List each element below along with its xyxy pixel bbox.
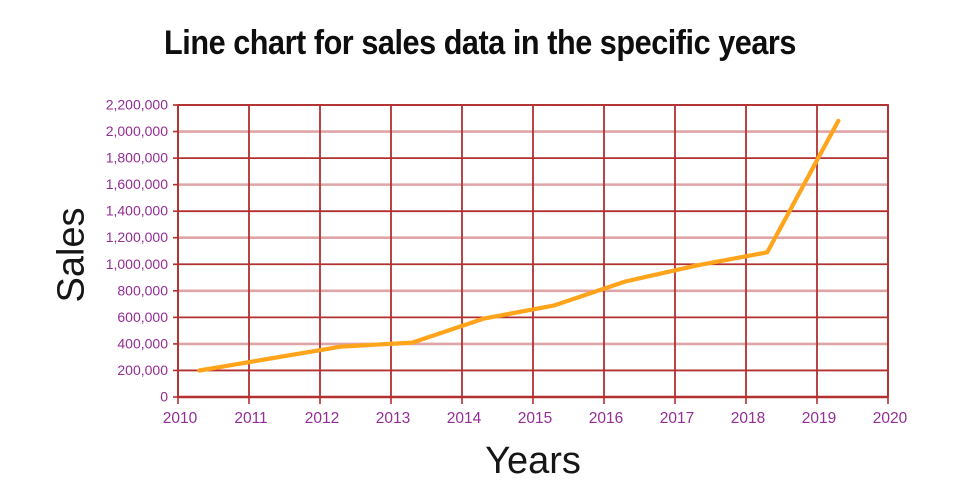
x-axis-title: Years xyxy=(485,440,581,482)
x-tick-label: 2019 xyxy=(802,410,836,427)
y-tick-label: 1,400,000 xyxy=(106,203,168,219)
y-tick-label: 200,000 xyxy=(117,362,168,378)
y-tick-label: 400,000 xyxy=(117,335,168,351)
x-tick-label: 2014 xyxy=(447,410,482,427)
x-tick-label: 2010 xyxy=(163,410,198,427)
x-tick-label: 2016 xyxy=(589,410,623,427)
x-tick-label: 2017 xyxy=(660,410,694,427)
x-tick-label: 2011 xyxy=(234,410,267,427)
y-tick-label: 2,200,000 xyxy=(106,97,168,113)
x-tick-label: 2015 xyxy=(518,410,552,427)
y-tick-label: 1,200,000 xyxy=(106,229,168,245)
y-tick-label: 0 xyxy=(160,389,168,405)
chart-title: Line chart for sales data in the specifi… xyxy=(164,24,796,62)
y-tick-label: 1,000,000 xyxy=(106,256,168,272)
sales-line xyxy=(197,118,841,373)
y-tick-label: 1,800,000 xyxy=(106,150,168,166)
x-tick-label: 2020 xyxy=(873,410,908,427)
y-tick-label: 800,000 xyxy=(117,282,168,298)
x-tick-label: 2018 xyxy=(731,410,765,427)
y-tick-label: 600,000 xyxy=(117,309,168,325)
x-tick-label: 2013 xyxy=(376,410,410,427)
y-tick-label: 2,000,000 xyxy=(106,123,168,139)
plot-border xyxy=(177,104,889,398)
x-tick-label: 2012 xyxy=(305,410,339,427)
y-tick-label: 1,600,000 xyxy=(106,176,168,192)
